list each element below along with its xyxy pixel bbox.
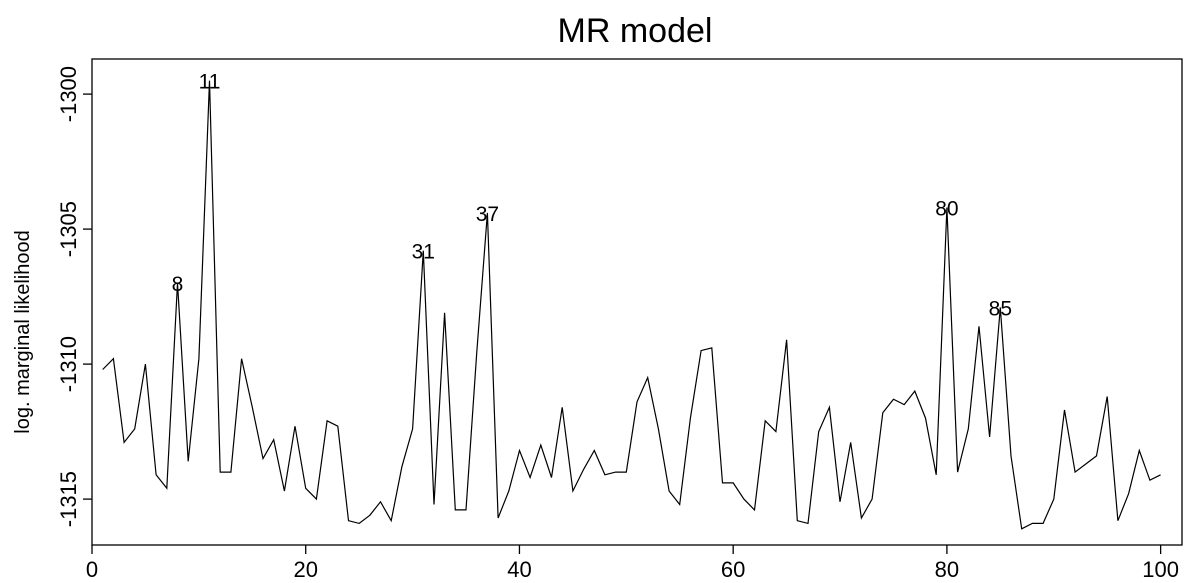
peak-annotation: 31 [412,241,435,264]
y-tick-label: -1300 [56,66,81,122]
y-tick-label: -1310 [56,336,81,392]
peak-annotation: 80 [935,198,958,221]
y-axis-label: log. marginal likelihood [12,230,34,433]
x-tick-label: 40 [507,557,531,582]
peak-annotation: 8 [172,273,184,296]
annotations-group: 8 11 31 37 80 85 [172,71,1012,321]
x-axis: 0 20 40 60 80 100 [86,545,1179,582]
x-tick-label: 80 [935,557,959,582]
series-line [102,80,1161,530]
x-tick-label: 100 [1142,557,1179,582]
y-tick-label: -1315 [56,471,81,527]
peak-annotation: 11 [199,71,221,94]
x-tick-label: 0 [86,557,98,582]
y-axis: -1300 -1305 -1310 -1315 [56,66,92,527]
chart-title: MR model [558,12,713,50]
plot-frame [91,58,1183,546]
peak-annotation: 37 [476,203,499,226]
x-tick-label: 20 [293,557,317,582]
series-group [102,80,1161,530]
peak-annotation: 85 [989,297,1012,320]
x-tick-label: 60 [721,557,745,582]
y-tick-label: -1305 [56,201,81,257]
